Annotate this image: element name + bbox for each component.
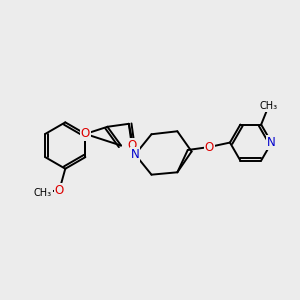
Text: O: O	[127, 139, 136, 152]
Text: O: O	[81, 128, 90, 140]
Text: CH₃: CH₃	[34, 188, 52, 197]
Text: O: O	[205, 140, 214, 154]
Text: O: O	[55, 184, 64, 196]
Text: N: N	[267, 136, 276, 149]
Text: CH₃: CH₃	[260, 101, 278, 111]
Text: N: N	[131, 148, 140, 161]
